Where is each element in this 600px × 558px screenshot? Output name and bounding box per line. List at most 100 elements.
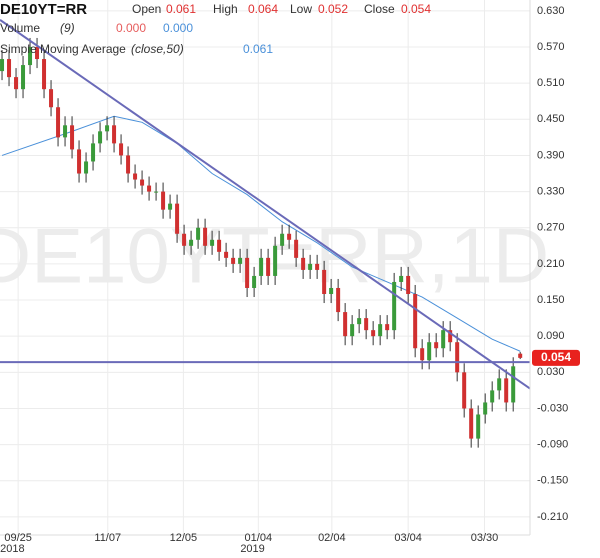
candle-body <box>441 330 446 349</box>
candle-body <box>357 318 362 325</box>
ohlc-name: Close <box>364 2 395 16</box>
candle-body <box>518 353 523 358</box>
candle-body <box>0 59 5 72</box>
candle-body <box>259 257 264 276</box>
y-tick-label: 0.330 <box>537 185 565 197</box>
candle-body <box>189 239 194 246</box>
candle-body <box>385 324 390 331</box>
candle-body <box>280 233 285 246</box>
y-tick-label: 0.210 <box>537 258 565 270</box>
candle-body <box>91 143 96 162</box>
ohlc-name: Open <box>132 2 161 16</box>
candle-body <box>224 251 229 258</box>
y-tick-label: -0.090 <box>537 439 568 451</box>
sma-value: 0.061 <box>243 42 273 56</box>
candle-body <box>105 125 110 132</box>
candle-body <box>301 257 306 270</box>
candle-body <box>126 155 131 174</box>
candle-body <box>434 342 439 349</box>
candle-body <box>28 46 33 66</box>
candle-body <box>329 287 334 295</box>
candle-body <box>98 131 103 144</box>
y-tick-label: -0.030 <box>537 402 568 414</box>
candle-body <box>266 257 271 276</box>
x-tick-label: 01/04 <box>245 532 273 544</box>
candle-body <box>364 318 369 331</box>
candle-body <box>273 245 278 276</box>
candle-body <box>154 191 159 193</box>
x-tick-label: 11/07 <box>94 532 121 544</box>
candle-body <box>455 342 460 373</box>
candle-body <box>476 414 481 439</box>
candle-body <box>70 125 75 150</box>
candle-body <box>252 275 257 288</box>
candle-body <box>343 312 348 337</box>
candle-body <box>35 46 40 60</box>
candle-body <box>413 294 418 349</box>
y-tick-label: 0.150 <box>537 294 565 306</box>
ohlc-value: 0.061 <box>166 2 196 16</box>
candle-body <box>483 402 488 415</box>
symbol: DE10YT=RR <box>0 1 87 18</box>
candle-body <box>315 263 320 270</box>
candle-body <box>203 227 208 246</box>
x-tick-label: 12/05 <box>170 532 198 544</box>
x-tick-label: 03/04 <box>394 532 422 544</box>
candle-body <box>133 173 138 180</box>
candle-body <box>448 330 453 343</box>
sma-name: Simple Moving Average <box>0 42 126 56</box>
candle-body <box>420 348 425 361</box>
candle-body <box>147 185 152 192</box>
candle-body <box>140 179 145 186</box>
candle-body <box>56 107 61 138</box>
grid-layer <box>0 0 530 535</box>
x-tick-label: 02/04 <box>318 532 346 544</box>
candle-body <box>322 269 327 295</box>
candle-body <box>245 257 250 288</box>
y-tick-label: 0.390 <box>537 149 565 161</box>
volume-value: 0.000 <box>163 21 193 35</box>
candle-body <box>231 257 236 264</box>
candle-body <box>392 281 397 331</box>
y-tick-label: 0.030 <box>537 366 565 378</box>
candle-body <box>42 59 47 90</box>
candle-body <box>217 239 222 252</box>
ohlc-value: 0.052 <box>318 2 348 16</box>
candle-body <box>84 161 89 174</box>
candle-body <box>210 239 215 246</box>
ohlc-value: 0.064 <box>248 2 278 16</box>
y-tick-label: 0.270 <box>537 222 565 234</box>
y-tick-label: 0.630 <box>537 5 565 17</box>
volume-params: (9) <box>60 21 75 35</box>
x-tick-label: 09/25 <box>4 532 32 544</box>
last-price-badge <box>532 349 580 366</box>
last-price-label: 0.054 <box>541 350 571 364</box>
candle-body <box>49 89 54 108</box>
candle-body <box>175 203 180 234</box>
ohlc-name: High <box>213 2 238 16</box>
candle-body <box>294 239 299 258</box>
candle-body <box>504 378 509 403</box>
candle-body <box>497 378 502 391</box>
candle-body <box>14 77 19 90</box>
candle-body <box>371 330 376 337</box>
y-tick-label: 0.570 <box>537 41 565 53</box>
y-tick-label: 0.450 <box>537 113 565 125</box>
candle-body <box>490 390 495 403</box>
candle-body <box>182 233 187 246</box>
volume-value: 0.000 <box>116 21 146 35</box>
y-tick-label: -0.150 <box>537 475 568 487</box>
candle-body <box>511 366 516 403</box>
candle-body <box>63 125 68 138</box>
candle-body <box>238 257 243 264</box>
candle-body <box>168 203 173 210</box>
candle-body <box>406 275 411 295</box>
y-tick-label: -0.210 <box>537 511 568 523</box>
sma-params: (close,50) <box>131 42 184 56</box>
x-year-label: 2019 <box>240 543 264 555</box>
y-tick-label: 0.090 <box>537 330 565 342</box>
x-year-label: 2018 <box>0 543 24 555</box>
candle-body <box>77 149 82 174</box>
ohlc-name: Low <box>290 2 312 16</box>
